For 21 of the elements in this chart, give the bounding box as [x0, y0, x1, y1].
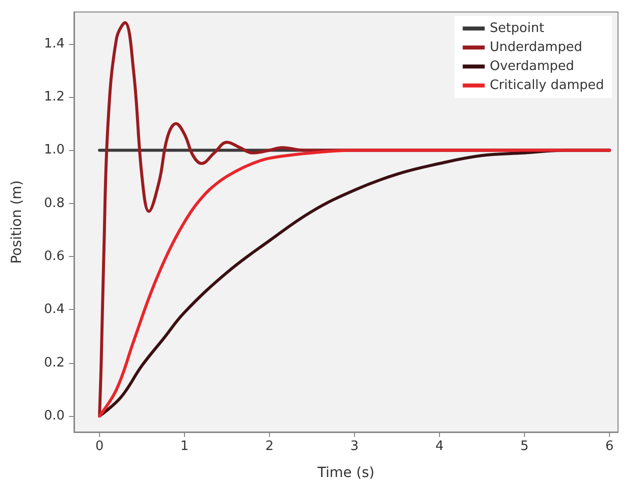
- y-axis-title: Position (m): [9, 180, 25, 264]
- y-tick-label: 0.4: [44, 302, 66, 318]
- legend-label: Setpoint: [490, 21, 544, 36]
- x-tick-label: 4: [435, 439, 444, 454]
- y-tick-label: 0.2: [44, 355, 66, 370]
- x-tick-label: 1: [180, 439, 189, 454]
- y-tick-label: 1.4: [44, 36, 66, 52]
- legend-label: Critically damped: [490, 78, 604, 93]
- x-tick-label: 5: [520, 439, 529, 454]
- y-tick-label: 0.8: [44, 196, 66, 211]
- x-tick-label: 2: [265, 439, 274, 454]
- legend-label: Overdamped: [490, 59, 574, 74]
- y-tick-label: 1.2: [44, 90, 66, 105]
- x-tick-label: 3: [350, 439, 359, 454]
- legend-label: Underdamped: [490, 40, 582, 55]
- y-tick-label: 1.0: [44, 142, 66, 158]
- x-axis-title: Time (s): [316, 465, 374, 481]
- y-tick-label: 0.6: [44, 249, 66, 264]
- x-tick-label: 6: [605, 439, 614, 454]
- y-tick-label: 0.0: [44, 408, 66, 424]
- x-tick-label: 0: [95, 439, 104, 454]
